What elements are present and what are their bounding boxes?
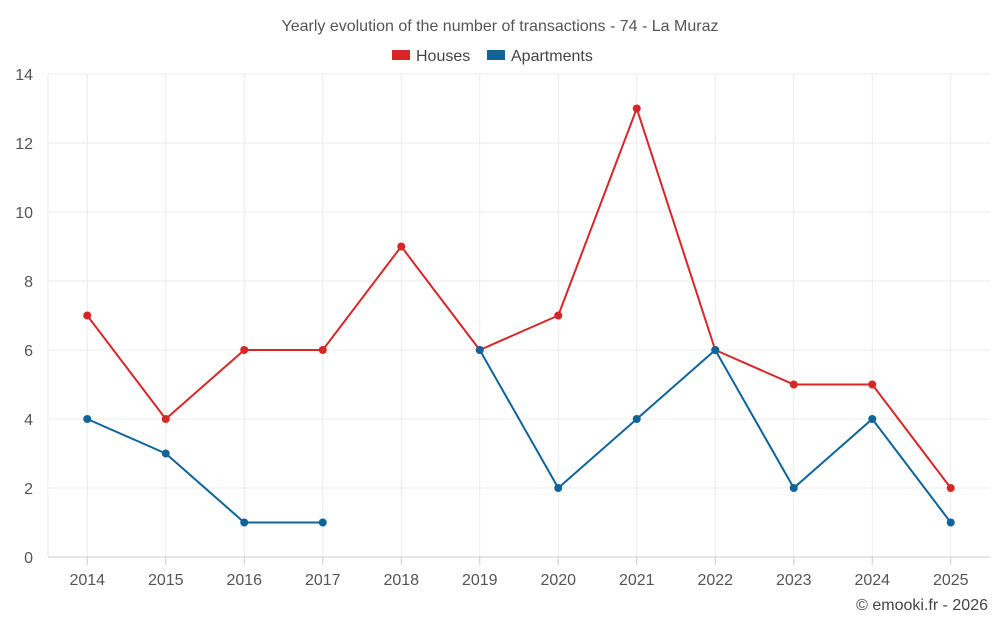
y-tick-label-4: 4 <box>24 412 33 429</box>
legend-swatch-houses <box>392 50 410 60</box>
x-tick-label-2023: 2023 <box>776 572 812 589</box>
x-tick-label-2019: 2019 <box>462 572 498 589</box>
point-apartments-2015[interactable] <box>161 449 170 458</box>
series-houses <box>83 104 955 492</box>
x-tick-label-2024: 2024 <box>854 572 890 589</box>
y-tick-label-14: 14 <box>15 67 33 84</box>
axes: 0 2 4 6 8 10 12 14 2014 2015 2016 2017 2018 2019 2020 2… <box>15 67 990 589</box>
point-houses-2020[interactable] <box>554 311 563 320</box>
grid <box>48 73 990 557</box>
y-tick-label-6: 6 <box>24 343 33 360</box>
x-tick-label-2014: 2014 <box>69 572 105 589</box>
point-apartments-2025[interactable] <box>946 518 955 527</box>
point-houses-2014[interactable] <box>83 311 92 320</box>
x-tick-label-2025: 2025 <box>933 572 969 589</box>
point-houses-2015[interactable] <box>161 415 170 423</box>
y-tick-label-10: 10 <box>15 205 33 222</box>
point-houses-2025[interactable] <box>946 484 955 492</box>
series <box>83 104 955 527</box>
y-tick-label-12: 12 <box>15 136 33 153</box>
series-line-houses <box>86 107 952 489</box>
chart-title: Yearly evolution of the number of transa… <box>282 18 719 35</box>
point-apartments-2017[interactable] <box>318 518 327 527</box>
x-tick-label-2021: 2021 <box>619 572 655 589</box>
legend-label-houses: Houses <box>416 48 470 65</box>
x-tick-label-2022: 2022 <box>697 572 733 589</box>
point-apartments-2024[interactable] <box>868 415 877 423</box>
legend: Houses Apartments <box>392 48 593 65</box>
y-tick-label-2: 2 <box>24 481 33 498</box>
legend-label-apartments: Apartments <box>511 48 593 65</box>
x-tick-label-2020: 2020 <box>540 572 576 589</box>
y-tick-label-8: 8 <box>24 274 33 291</box>
point-houses-2023[interactable] <box>789 380 798 389</box>
point-apartments-2022[interactable] <box>711 346 720 354</box>
legend-item-houses[interactable]: Houses <box>392 48 470 65</box>
y-tick-label-0: 0 <box>24 550 33 567</box>
point-apartments-2023[interactable] <box>789 484 798 492</box>
legend-item-apartments[interactable]: Apartments <box>487 48 593 65</box>
series-line-apartments <box>86 349 952 524</box>
point-apartments-2019[interactable] <box>475 346 484 354</box>
point-houses-2016[interactable] <box>240 346 249 354</box>
point-houses-2024[interactable] <box>868 380 877 389</box>
x-tick-label-2016: 2016 <box>226 572 262 589</box>
point-apartments-2020[interactable] <box>554 484 563 492</box>
point-houses-2021[interactable] <box>632 104 641 113</box>
x-tick-label-2018: 2018 <box>383 572 419 589</box>
x-tick-label-2017: 2017 <box>305 572 341 589</box>
point-houses-2017[interactable] <box>318 346 327 354</box>
point-apartments-2014[interactable] <box>83 415 92 423</box>
legend-swatch-apartments <box>487 50 505 60</box>
x-tick-label-2015: 2015 <box>148 572 184 589</box>
point-houses-2018[interactable] <box>397 242 406 251</box>
point-apartments-2021[interactable] <box>632 415 641 423</box>
credit-text: © emooki.fr - 2026 <box>856 597 988 614</box>
point-apartments-2016[interactable] <box>240 518 249 527</box>
series-apartments <box>83 346 955 527</box>
